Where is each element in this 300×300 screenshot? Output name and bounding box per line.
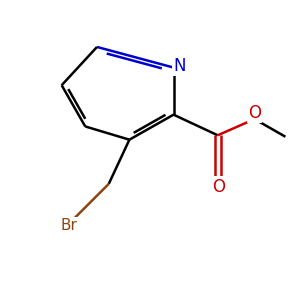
Text: Br: Br (61, 218, 77, 233)
Text: O: O (212, 178, 225, 196)
Text: O: O (248, 103, 261, 122)
Text: N: N (174, 57, 186, 75)
